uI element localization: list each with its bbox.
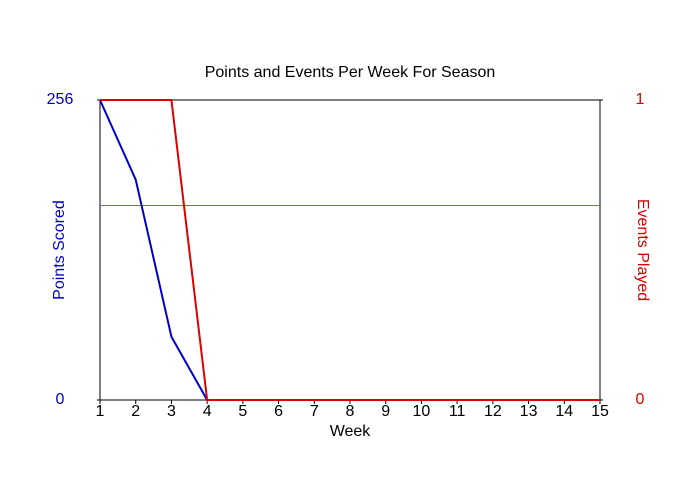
x-tick-label: 12 bbox=[484, 403, 502, 420]
y2-axis-label: Events Played bbox=[634, 199, 651, 301]
x-tick-label: 3 bbox=[167, 403, 176, 420]
x-tick-label: 6 bbox=[274, 403, 283, 420]
x-tick-label: 13 bbox=[520, 403, 538, 420]
chart-title: Points and Events Per Week For Season bbox=[205, 64, 496, 81]
y-tick-label: 256 bbox=[47, 91, 74, 108]
x-tick-label: 2 bbox=[131, 403, 140, 420]
x-tick-label: 11 bbox=[449, 403, 466, 420]
x-tick-label: 10 bbox=[413, 403, 431, 420]
x-tick-label: 8 bbox=[346, 403, 355, 420]
x-tick-label: 14 bbox=[555, 403, 573, 420]
x-tick-label: 1 bbox=[96, 403, 105, 420]
y2-tick-label: 0 bbox=[636, 391, 645, 408]
series-line bbox=[100, 99, 600, 401]
y-axis-label: Points Scored bbox=[51, 200, 68, 300]
x-tick-label: 4 bbox=[203, 403, 212, 420]
x-tick-label: 7 bbox=[310, 403, 319, 420]
x-tick-label: 5 bbox=[238, 403, 247, 420]
x-tick-label: 9 bbox=[381, 403, 390, 420]
y-tick-label: 0 bbox=[56, 391, 65, 408]
x-axis-label: Week bbox=[330, 423, 372, 440]
y2-tick-label: 1 bbox=[636, 91, 645, 108]
x-tick-label: 15 bbox=[591, 403, 609, 420]
